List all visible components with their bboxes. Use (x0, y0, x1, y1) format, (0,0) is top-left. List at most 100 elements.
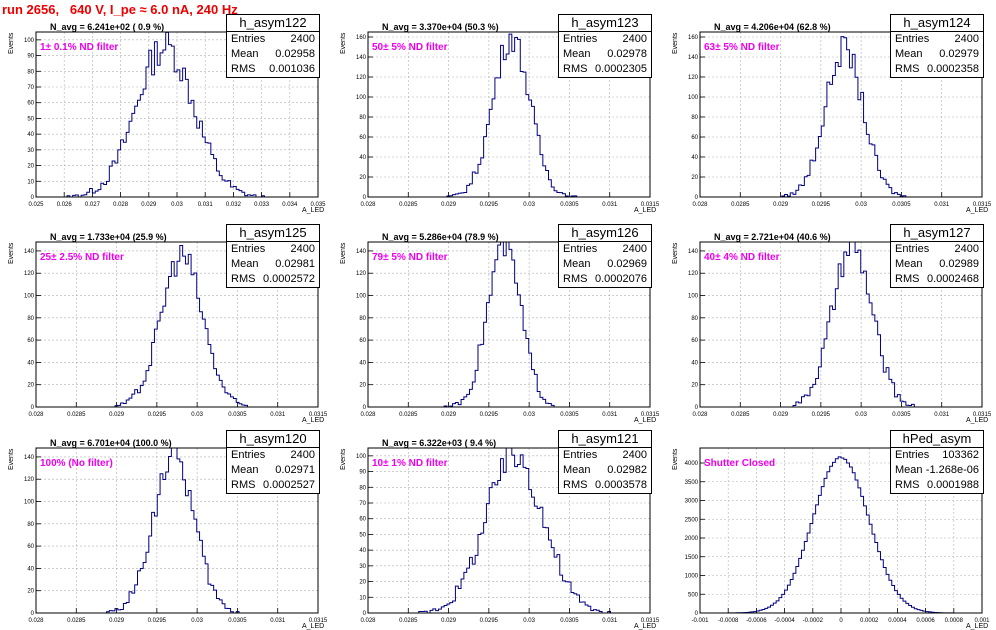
histogram-line (36, 31, 318, 198)
y-tick-label: 2000 (685, 536, 699, 542)
y-tick-label: 10 (359, 595, 366, 601)
x-tick-label: 0.028 (28, 618, 44, 624)
filter-label: 40± 4% ND filter (704, 252, 780, 263)
y-tick-label: 100 (356, 294, 367, 300)
y-tick-label: 3000 (685, 499, 699, 505)
stats-key: RMS (895, 63, 920, 75)
navg-label: N_avg = 2.721e+04 (40.6 %) (714, 232, 831, 242)
histogram-plot: 0 10 20 30 40 50 60 70 80 90 100 0.025 0.026 0.027 0.0… (24, 31, 326, 208)
x-tick-label: 0.031 (934, 202, 950, 208)
y-tick-label: 0 (31, 405, 35, 411)
x-tick-label: 0.001 (974, 618, 990, 624)
histogram-name: h_asym120 (227, 431, 319, 448)
y-tick-label: 500 (688, 592, 699, 598)
histogram-plot: 0 10 20 30 40 50 60 70 80 90 100 0.028 0.0285 0.029 0.… (356, 447, 660, 624)
y-tick-label: 160 (688, 35, 699, 41)
x-tick-label: 0.035 (310, 202, 326, 208)
x-tick-label: 0.029 (441, 412, 457, 418)
x-tick-label: 0.0305 (560, 412, 579, 418)
y-tick-label: 50 (27, 116, 34, 122)
histogram-name: h_asym123 (559, 15, 651, 32)
x-tick-label: 0.0315 (641, 412, 660, 418)
y-tick-label: 3500 (685, 480, 699, 486)
x-tick-label: 0.03 (523, 202, 535, 208)
y-tick-label: 80 (27, 69, 34, 75)
x-tick-label: -0.001 (691, 618, 709, 624)
y-tick-label: 2500 (685, 517, 699, 523)
plot-frame (367, 447, 651, 614)
filter-label: 79± 5% ND filter (372, 252, 448, 263)
histogram-name: hPed_asym (891, 431, 983, 448)
y-tick-label: 100 (24, 38, 35, 44)
x-tick-label: 0.0295 (148, 618, 167, 624)
x-tick-label: 0.031 (602, 618, 618, 624)
x-tick-label: 0.03 (523, 412, 535, 418)
stats-key: Mean (231, 48, 259, 60)
x-axis-title: A_LED (634, 207, 657, 214)
y-tick-label: 70 (27, 85, 34, 91)
x-tick-label: 0.031 (270, 412, 286, 418)
stats-value: 0.02982 (607, 464, 647, 476)
plot-frame (35, 447, 319, 614)
histogram-panel: 0 20 40 60 80 100 120 140 160 0.028 0.0285 0.029 0.0… (332, 14, 664, 214)
x-tick-label: 0.028 (692, 412, 708, 418)
stats-key: Entries (563, 449, 598, 461)
y-tick-label: 80 (27, 316, 34, 322)
y-tick-label: 20 (359, 175, 366, 181)
y-tick-label: 70 (359, 501, 366, 507)
y-tick-label: 60 (691, 135, 698, 141)
y-tick-label: 90 (359, 470, 366, 476)
x-tick-label: 0.031 (198, 202, 214, 208)
x-tick-label: 0.029 (441, 202, 457, 208)
stats-row: RMS 0.0001988 (891, 478, 983, 493)
y-axis-title: Events (672, 242, 679, 264)
stats-row: RMS 0.0002527 (227, 478, 319, 493)
stats-row: RMS 0.0002358 (891, 62, 983, 77)
stats-value: 0.0002305 (595, 63, 647, 75)
y-tick-label: 100 (688, 294, 699, 300)
stats-key: Mean (563, 464, 591, 476)
plot-frame (35, 241, 319, 408)
histogram-panel: 0 20 40 60 80 100 120 140 0.028 0.0285 0.029 0.0295… (0, 224, 332, 424)
x-tick-label: 0.0285 (399, 412, 418, 418)
y-axis-title: Events (672, 448, 679, 470)
x-tick-label: 0.0285 (731, 202, 750, 208)
x-tick-label: 0.0315 (973, 202, 992, 208)
stats-key: Entries (231, 243, 266, 255)
x-tick-label: 0.0285 (399, 618, 418, 624)
filter-label: 63± 5% ND filter (704, 42, 780, 53)
stats-key: RMS (895, 479, 920, 491)
y-axis-title: Events (340, 32, 347, 54)
x-tick-label: 0.028 (360, 412, 376, 418)
y-tick-label: 40 (691, 155, 698, 161)
stats-key: Mean (563, 48, 591, 60)
y-tick-label: 40 (691, 360, 698, 366)
y-tick-label: 80 (691, 316, 698, 322)
stats-value: 0.02981 (275, 258, 315, 270)
x-tick-label: 0.031 (270, 618, 286, 624)
filter-label: 50± 5% ND filter (372, 42, 448, 53)
plot-frame (367, 31, 651, 198)
histogram-plot: 0 20 40 60 80 100 120 140 0.028 0.0285 0.029 0.0295… (688, 241, 992, 418)
stats-key: Mean (231, 464, 259, 476)
stats-row: Entries 2400 (227, 32, 319, 47)
x-tick-label: 0.0006 (916, 618, 935, 624)
stats-row: Mean 0.02978 (559, 47, 651, 62)
x-axis-title: A_LED (966, 417, 989, 424)
y-tick-label: 20 (691, 383, 698, 389)
histogram-plot: 0 20 40 60 80 100 120 140 0.028 0.0285 0.029 0.0295… (356, 241, 660, 418)
stats-row: Entries 2400 (891, 32, 983, 47)
y-axis-title: Events (672, 32, 679, 54)
x-tick-label: 0.033 (254, 202, 270, 208)
x-tick-label: 0.031 (602, 412, 618, 418)
y-tick-label: 100 (688, 95, 699, 101)
y-tick-label: 20 (359, 383, 366, 389)
navg-label: N_avg = 6.241e+02 ( 0.9 %) (50, 22, 165, 32)
plot-frame (699, 31, 983, 198)
x-tick-label: 0.0008 (945, 618, 964, 624)
x-tick-label: 0.0285 (399, 202, 418, 208)
x-tick-label: 0.0315 (641, 202, 660, 208)
x-tick-label: 0.0305 (892, 202, 911, 208)
stats-value: -1.268e-06 (925, 464, 979, 476)
histogram-plot: 0 20 40 60 80 100 120 140 160 0.028 0.0285 0.029 0.0… (688, 31, 992, 208)
